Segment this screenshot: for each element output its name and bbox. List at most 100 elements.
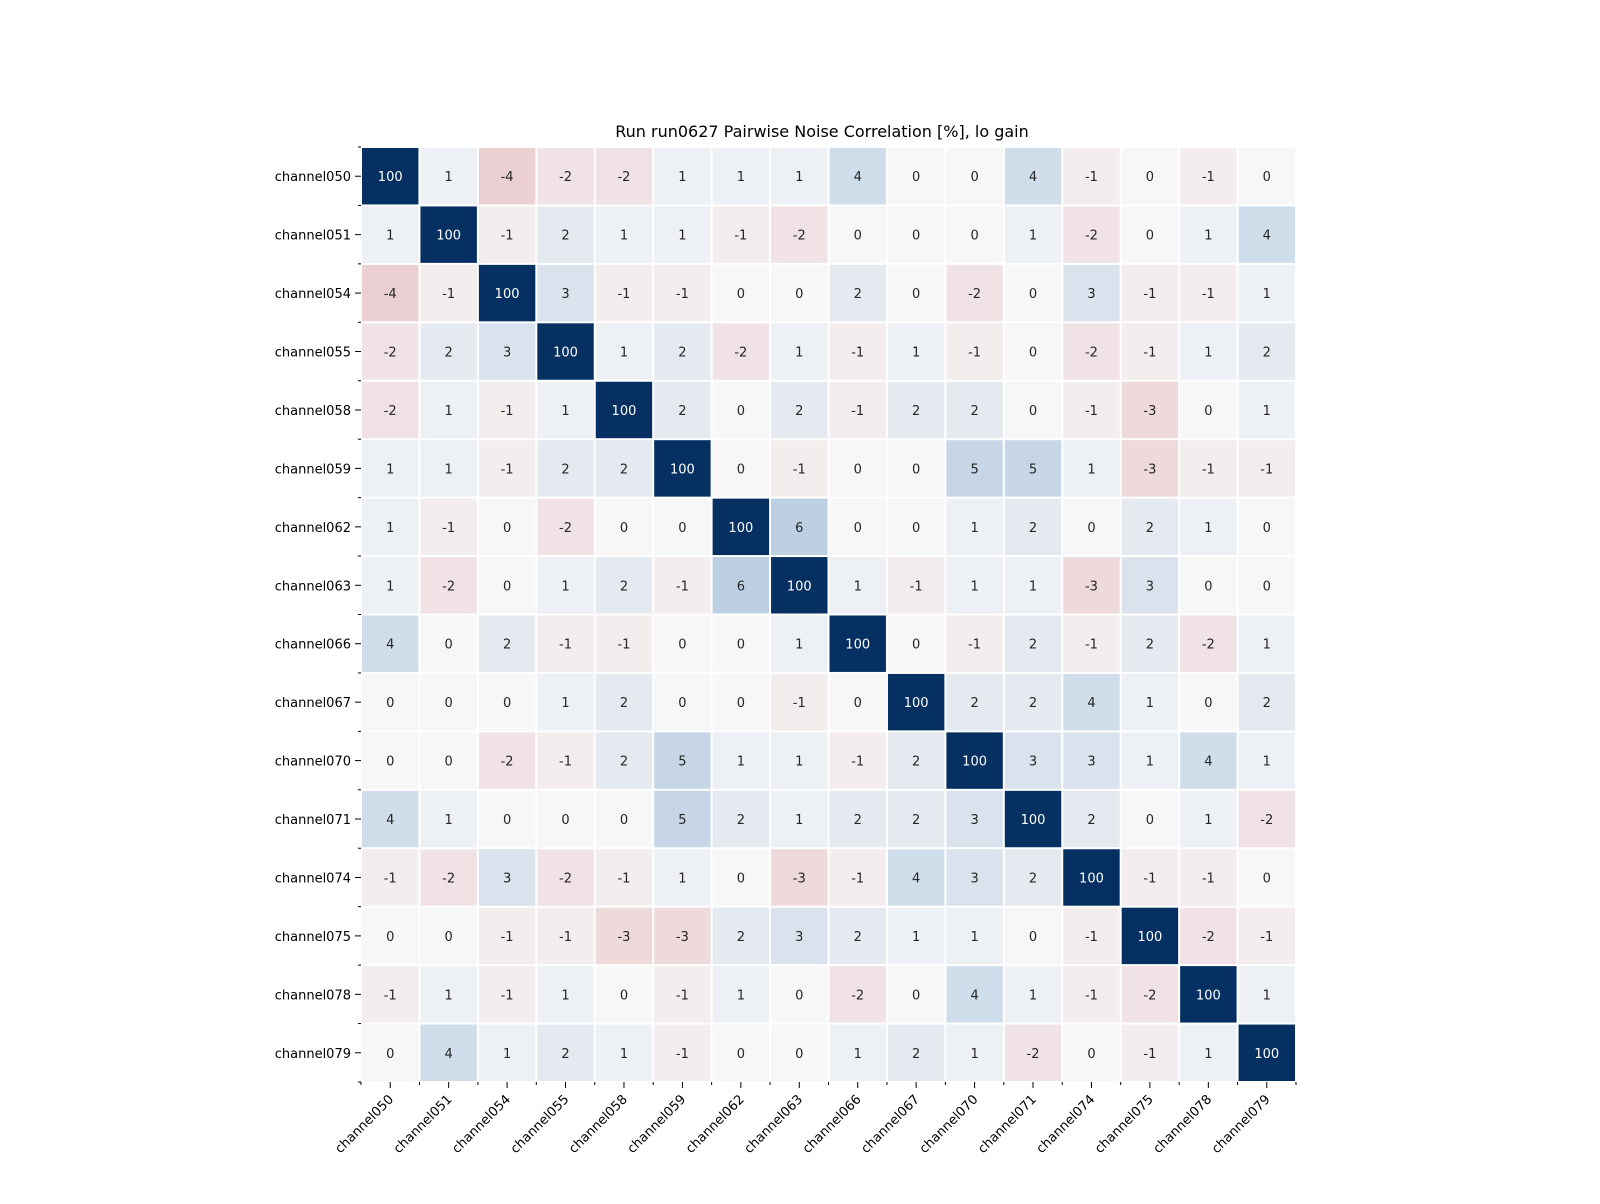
heatmap-cell (537, 498, 594, 556)
heatmap-cells: 100 1 -4 -2 -2 1 1 1 4 0 0 4 -1 0 -1 0 1 100 -1 2 1 1 -1 -2 0 0 0 1… (362, 148, 1295, 1081)
cell-value-label: -1 (501, 229, 514, 244)
cell-value-label: -2 (559, 521, 572, 536)
cell-value-label: 0 (1029, 930, 1037, 945)
cell-value-label: 2 (970, 696, 978, 711)
heatmap-cell (478, 1024, 536, 1081)
cell-value-label: 0 (912, 287, 920, 302)
x-tick-label: channel062 (683, 1092, 748, 1157)
heatmap-cell (420, 615, 477, 672)
cell-value-label: 4 (1029, 170, 1037, 185)
heatmap-cell (829, 732, 886, 789)
heatmap-cell (1180, 557, 1237, 614)
heatmap-cell (771, 264, 828, 322)
cell-value-label: 1 (795, 170, 803, 185)
heatmap-cell (1063, 440, 1120, 497)
cell-value-label: 100 (787, 579, 812, 594)
cell-value-label: 0 (737, 696, 745, 711)
heatmap-cell (420, 849, 477, 906)
cell-value-label: 1 (1146, 755, 1154, 770)
cell-value-label: -1 (501, 930, 514, 945)
cell-value-label: 4 (1087, 696, 1095, 711)
cell-value-label: -1 (1085, 988, 1098, 1003)
heatmap-cell (887, 732, 945, 789)
heatmap-cell (595, 1024, 653, 1081)
heatmap-cell (1004, 732, 1062, 789)
cell-value-label: -1 (442, 287, 455, 302)
cell-value-label: 1 (620, 1047, 628, 1062)
heatmap-cell (829, 615, 886, 672)
heatmap-cell (887, 381, 945, 439)
y-tick-label: channel067 (275, 696, 351, 711)
heatmap-cell (946, 206, 1003, 263)
heatmap-cell (654, 206, 711, 263)
heatmap-cell (1004, 615, 1062, 672)
heatmap-cell (887, 264, 945, 322)
heatmap-cell (537, 206, 594, 263)
heatmap-cell (1180, 381, 1237, 439)
heatmap-cell (1121, 1024, 1179, 1081)
cell-value-label: -1 (968, 638, 981, 653)
cell-value-label: 1 (1263, 404, 1271, 419)
heatmap-cell (1121, 557, 1179, 614)
cell-value-label: 2 (854, 930, 862, 945)
cell-value-label: -1 (851, 404, 864, 419)
cell-value-label: 1 (678, 170, 686, 185)
cell-value-label: -4 (501, 170, 514, 185)
cell-value-label: 1 (620, 229, 628, 244)
cell-value-label: 0 (1204, 579, 1212, 594)
cell-value-label: 1 (737, 170, 745, 185)
heatmap-cell (1121, 323, 1179, 380)
heatmap-cell (362, 1024, 419, 1081)
heatmap-cell (1121, 907, 1179, 965)
cell-value-label: 0 (1263, 170, 1271, 185)
cell-value-label: 5 (1029, 462, 1037, 477)
cell-value-label: 0 (678, 521, 686, 536)
heatmap-cell (946, 732, 1003, 789)
heatmap-cell (595, 907, 653, 965)
cell-value-label: 0 (1146, 229, 1154, 244)
cell-value-label: 100 (1079, 871, 1104, 886)
heatmap-cell (595, 264, 653, 322)
heatmap-cell (946, 790, 1003, 848)
cell-value-label: 2 (561, 229, 569, 244)
heatmap-cell (654, 381, 711, 439)
cell-value-label: -2 (559, 170, 572, 185)
cell-value-label: -2 (559, 871, 572, 886)
cell-value-label: -1 (1260, 930, 1273, 945)
cell-value-label: 100 (904, 696, 929, 711)
cell-value-label: -2 (1202, 638, 1215, 653)
heatmap-cell (654, 498, 711, 556)
cell-value-label: 1 (795, 638, 803, 653)
cell-value-label: -1 (676, 1047, 689, 1062)
heatmap-cell (887, 615, 945, 672)
heatmap-cell (420, 790, 477, 848)
cell-value-label: 2 (1029, 521, 1037, 536)
cell-value-label: 2 (970, 404, 978, 419)
heatmap-cell (1004, 264, 1062, 322)
cell-value-label: 1 (854, 579, 862, 594)
heatmap-cell (1238, 615, 1295, 672)
cell-value-label: 1 (1204, 229, 1212, 244)
heatmap-cell (1063, 615, 1120, 672)
heatmap-cell (654, 440, 711, 497)
heatmap-cell (362, 440, 419, 497)
cell-value-label: 0 (503, 696, 511, 711)
cell-value-label: 1 (1029, 229, 1037, 244)
heatmap-cell (1238, 498, 1295, 556)
heatmap-cell (771, 323, 828, 380)
cell-value-label: 2 (1146, 638, 1154, 653)
cell-value-label: -3 (1085, 579, 1098, 594)
cell-value-label: 2 (620, 462, 628, 477)
cell-value-label: -1 (793, 696, 806, 711)
cell-value-label: 1 (970, 521, 978, 536)
cell-value-label: 100 (612, 404, 637, 419)
heatmap-cell (654, 1024, 711, 1081)
cell-value-label: -3 (1143, 462, 1156, 477)
heatmap-cell (654, 323, 711, 380)
heatmap-cell (420, 148, 477, 205)
heatmap-cell (595, 673, 653, 731)
x-tick-label: channel075 (1092, 1092, 1157, 1157)
heatmap-cell (1063, 907, 1120, 965)
cell-value-label: 2 (854, 287, 862, 302)
x-tick-label: channel051 (391, 1092, 456, 1157)
